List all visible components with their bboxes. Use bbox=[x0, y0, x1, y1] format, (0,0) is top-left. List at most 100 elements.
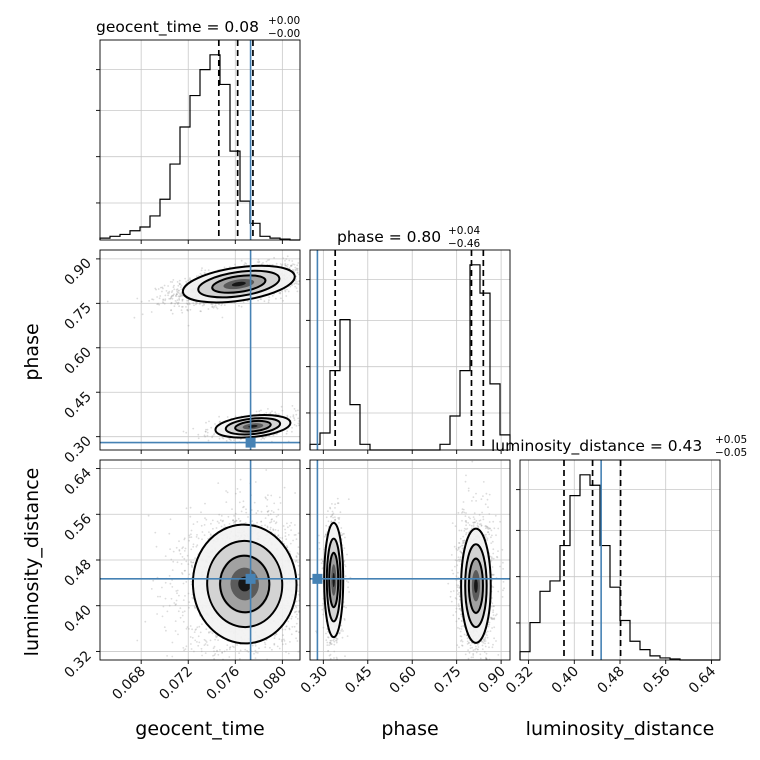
sample-point bbox=[301, 606, 303, 608]
sample-point bbox=[176, 561, 179, 564]
sample-point bbox=[179, 283, 182, 285]
sample-point bbox=[203, 638, 206, 641]
sample-point bbox=[293, 534, 296, 536]
sample-point bbox=[172, 294, 175, 297]
sample-point bbox=[286, 288, 288, 291]
sample-point bbox=[175, 546, 178, 549]
sample-point bbox=[194, 639, 197, 642]
sample-point bbox=[292, 268, 294, 271]
sample-point bbox=[245, 662, 247, 664]
sample-point bbox=[181, 294, 184, 297]
sample-point bbox=[241, 679, 243, 681]
sample-point bbox=[177, 610, 180, 613]
hist-panel-geocent-time bbox=[96, 39, 301, 244]
sample-point bbox=[288, 267, 291, 269]
sample-point bbox=[211, 435, 214, 438]
sample-point bbox=[254, 481, 257, 483]
sample-point bbox=[290, 521, 293, 524]
sample-point bbox=[301, 420, 303, 422]
sample-point bbox=[282, 525, 285, 527]
sample-point bbox=[273, 256, 275, 259]
sample-point bbox=[238, 652, 241, 654]
sample-point bbox=[171, 641, 174, 644]
sample-point bbox=[185, 280, 188, 283]
sample-point bbox=[311, 277, 313, 279]
sample-point bbox=[220, 304, 223, 307]
sample-point bbox=[173, 305, 176, 308]
sample-point bbox=[190, 536, 193, 538]
sample-point bbox=[274, 522, 277, 525]
sample-point bbox=[296, 617, 299, 620]
sample-point bbox=[305, 620, 307, 622]
sample-point bbox=[190, 548, 193, 551]
sample-point bbox=[188, 536, 191, 539]
sample-point bbox=[295, 556, 298, 558]
sample-point bbox=[204, 517, 206, 520]
sample-point bbox=[239, 438, 242, 441]
sample-point bbox=[201, 304, 204, 307]
sample-point bbox=[185, 507, 188, 510]
sample-point bbox=[286, 522, 288, 525]
sample-point bbox=[214, 638, 217, 641]
sample-point bbox=[254, 644, 257, 647]
sample-point bbox=[306, 272, 308, 274]
sample-point bbox=[227, 515, 230, 518]
sample-point bbox=[185, 645, 188, 648]
sample-point bbox=[302, 558, 304, 560]
sample-point bbox=[175, 603, 177, 606]
sample-point bbox=[288, 259, 291, 262]
sample-point bbox=[290, 529, 292, 531]
sample-point bbox=[156, 296, 159, 298]
title-geocent-time-sub: −0.00 bbox=[268, 28, 300, 40]
sample-point bbox=[233, 515, 236, 517]
sample-point bbox=[251, 644, 254, 647]
sample-point bbox=[277, 508, 280, 511]
sample-point bbox=[185, 560, 188, 563]
sample-point bbox=[155, 545, 158, 548]
sample-point bbox=[164, 581, 167, 584]
sample-point bbox=[204, 435, 207, 438]
sample-point bbox=[200, 269, 203, 272]
sample-point bbox=[291, 430, 293, 433]
sample-point bbox=[302, 270, 304, 272]
sample-point bbox=[169, 281, 172, 283]
sample-point bbox=[295, 267, 298, 270]
sample-point bbox=[283, 638, 285, 641]
sample-point bbox=[171, 297, 174, 300]
sample-point bbox=[297, 553, 300, 555]
sample-point bbox=[297, 424, 300, 427]
sample-point bbox=[203, 644, 206, 646]
sample-point bbox=[177, 291, 180, 294]
sample-point bbox=[291, 260, 294, 262]
sample-point bbox=[301, 423, 303, 425]
sample-point bbox=[197, 537, 200, 540]
sample-point bbox=[255, 672, 257, 674]
sample-point bbox=[199, 310, 202, 313]
sample-point bbox=[285, 625, 288, 628]
sample-point bbox=[273, 502, 276, 505]
sample-point bbox=[304, 585, 306, 587]
sample-point bbox=[168, 575, 171, 577]
sample-point bbox=[196, 626, 199, 629]
sample-point bbox=[302, 592, 304, 594]
sample-point bbox=[302, 272, 304, 274]
sample-point bbox=[266, 510, 269, 513]
sample-point bbox=[293, 423, 296, 426]
sample-point bbox=[297, 573, 300, 576]
sample-point bbox=[136, 297, 139, 300]
sample-point bbox=[204, 430, 207, 433]
sample-point bbox=[333, 269, 335, 271]
sample-point bbox=[231, 508, 233, 510]
sample-point bbox=[289, 265, 292, 268]
sample-point bbox=[171, 290, 174, 292]
sample-point bbox=[200, 273, 203, 276]
sample-point bbox=[165, 629, 167, 632]
sample-point bbox=[176, 293, 178, 296]
sample-point bbox=[246, 300, 249, 302]
sample-point bbox=[173, 602, 176, 604]
sample-point bbox=[179, 293, 181, 295]
sample-point bbox=[175, 599, 178, 602]
sample-point bbox=[282, 257, 285, 260]
sample-point bbox=[269, 528, 272, 531]
sample-point bbox=[321, 270, 323, 272]
